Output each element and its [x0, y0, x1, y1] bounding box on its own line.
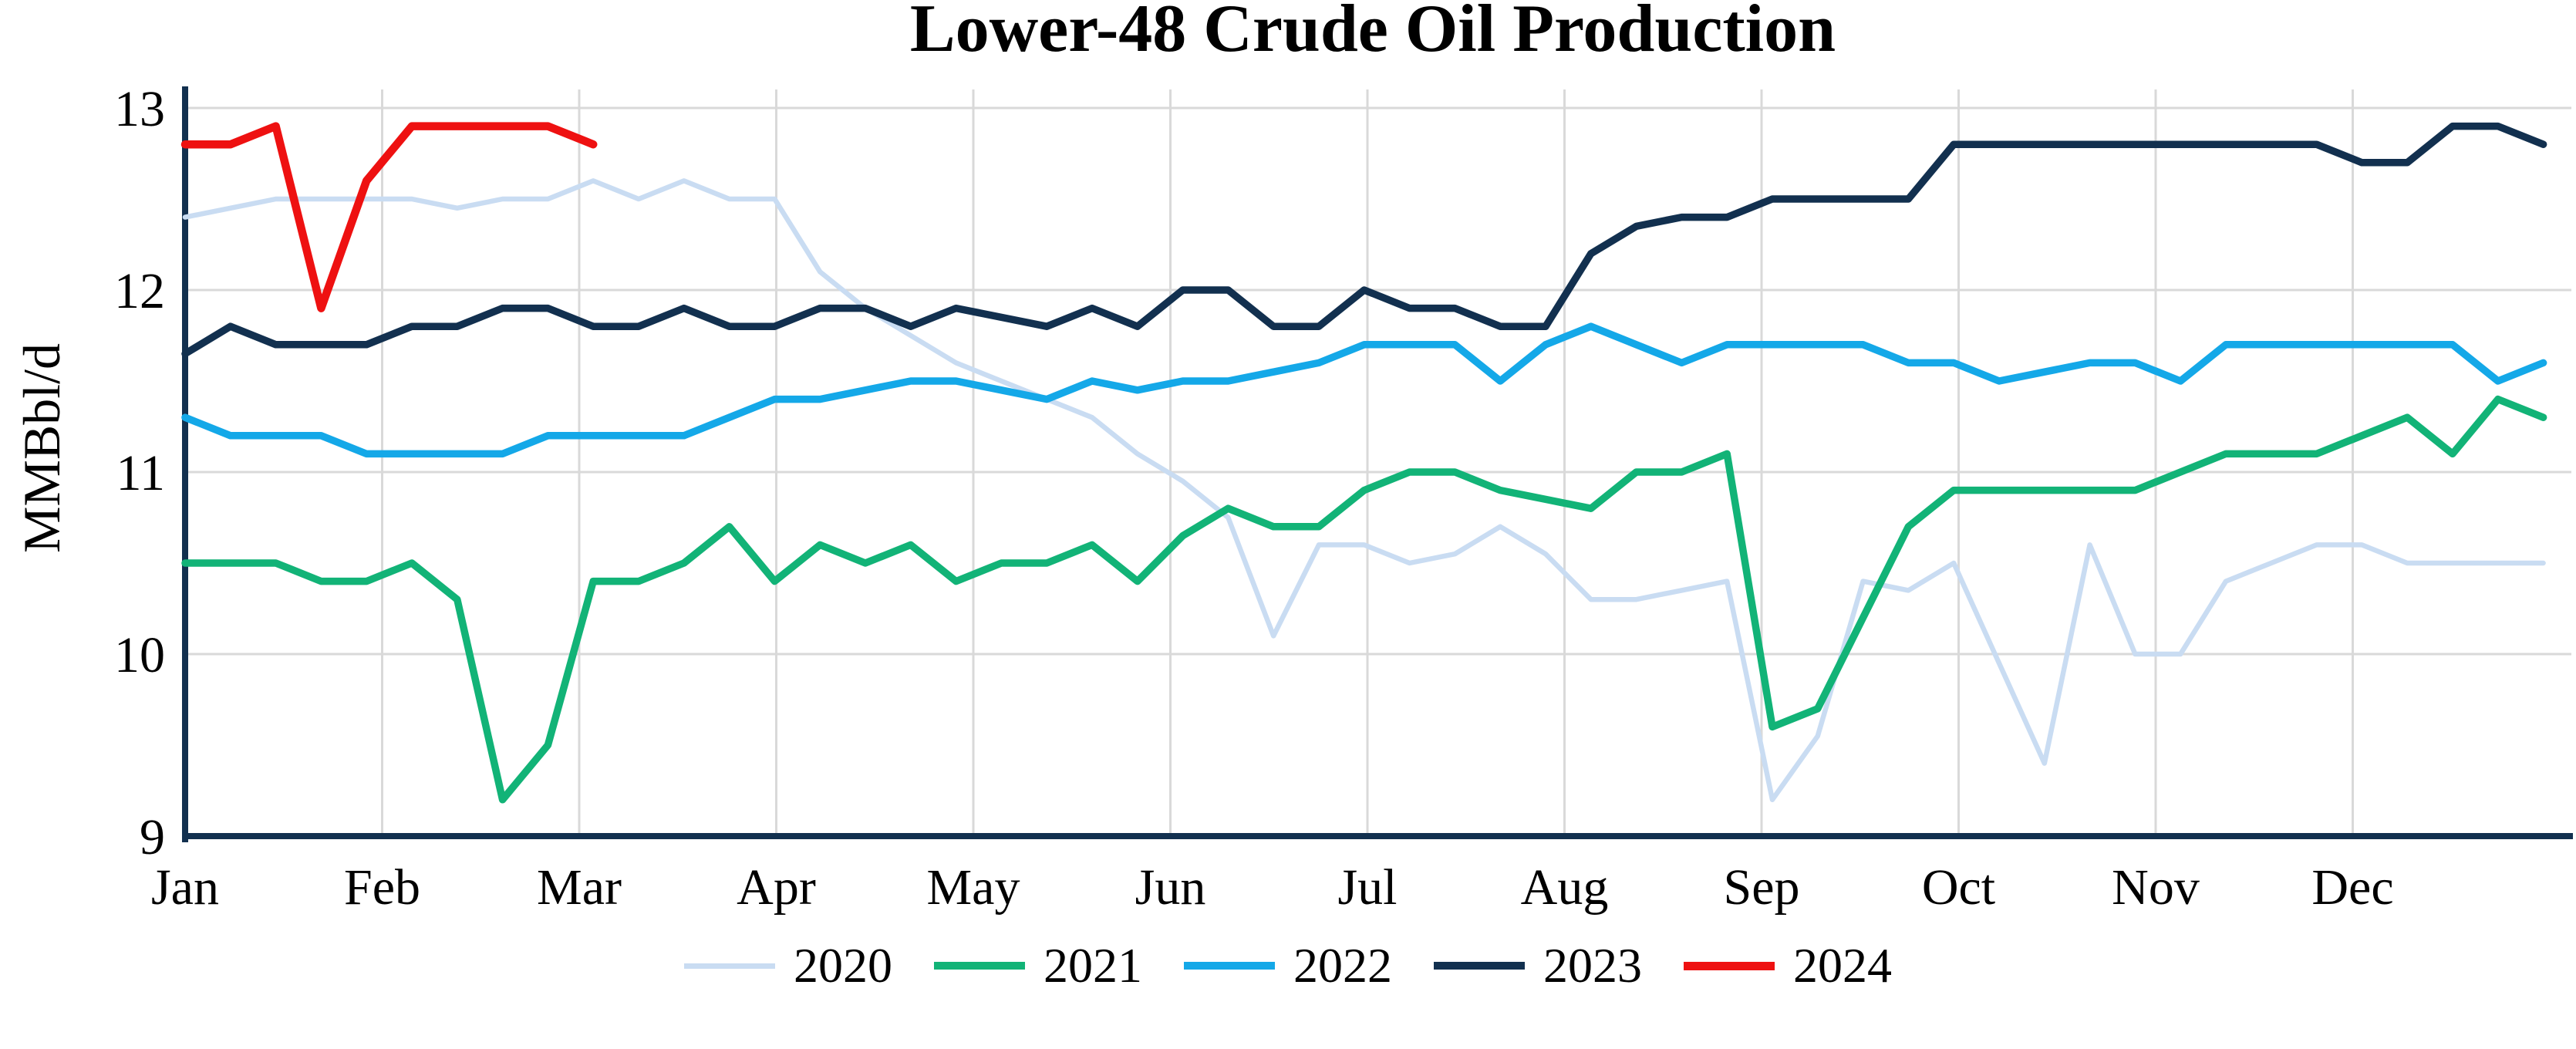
series-line-2024: [180, 122, 598, 312]
x-tick-label-Apr: Apr: [737, 859, 816, 916]
legend-swatch-2023: [1434, 962, 1525, 970]
legend-label-2020: 2020: [794, 938, 892, 993]
legend-label-2023: 2023: [1543, 938, 1642, 993]
legend-swatch-2021: [934, 962, 1025, 970]
legend-swatch-2020: [684, 963, 775, 969]
y-tick-label-13: 13: [114, 81, 165, 137]
chart-legend: 2020 2021 2022 2023 2024: [100, 919, 2476, 1012]
legend-label-2021: 2021: [1044, 938, 1142, 993]
y-tick-label-12: 12: [114, 263, 165, 319]
y-tick-label-9: 9: [140, 809, 165, 865]
x-tick-label-Oct: Oct: [1922, 859, 1995, 916]
x-tick-label-Feb: Feb: [344, 859, 420, 916]
x-tick-label-Aug: Aug: [1521, 859, 1609, 916]
series-line-2023: [181, 122, 2547, 358]
y-tick-label-11: 11: [116, 445, 165, 501]
legend-swatch-2022: [1184, 962, 1275, 970]
x-tick-label-Jan: Jan: [151, 859, 219, 916]
legend-item-2023: 2023: [1434, 941, 1642, 990]
chart-title: Lower-48 Crude Oil Production: [909, 0, 1836, 66]
y-axis-spine: [182, 86, 188, 842]
y-tick-label-10: 10: [114, 627, 165, 683]
x-tick-label-Dec: Dec: [2311, 859, 2393, 916]
legend-item-2024: 2024: [1684, 941, 1892, 990]
x-tick-label-Mar: Mar: [537, 859, 622, 916]
legend-item-2021: 2021: [934, 941, 1142, 990]
x-tick-label-May: May: [927, 859, 1020, 916]
x-tick-label-Jul: Jul: [1337, 859, 1397, 916]
series-line-2022: [181, 322, 2547, 458]
legend-label-2024: 2024: [1793, 938, 1892, 993]
series-line-2021: [181, 395, 2547, 804]
legend-item-2022: 2022: [1184, 941, 1392, 990]
x-tick-label-Sep: Sep: [1724, 859, 1800, 916]
series-line-2020: [182, 178, 2546, 803]
x-tick-label-Nov: Nov: [2112, 859, 2200, 916]
legend-item-2020: 2020: [684, 941, 892, 990]
legend-swatch-2024: [1684, 961, 1775, 970]
x-tick-label-Jun: Jun: [1135, 859, 1206, 916]
x-axis-spine: [182, 833, 2573, 839]
legend-label-2022: 2022: [1293, 938, 1392, 993]
